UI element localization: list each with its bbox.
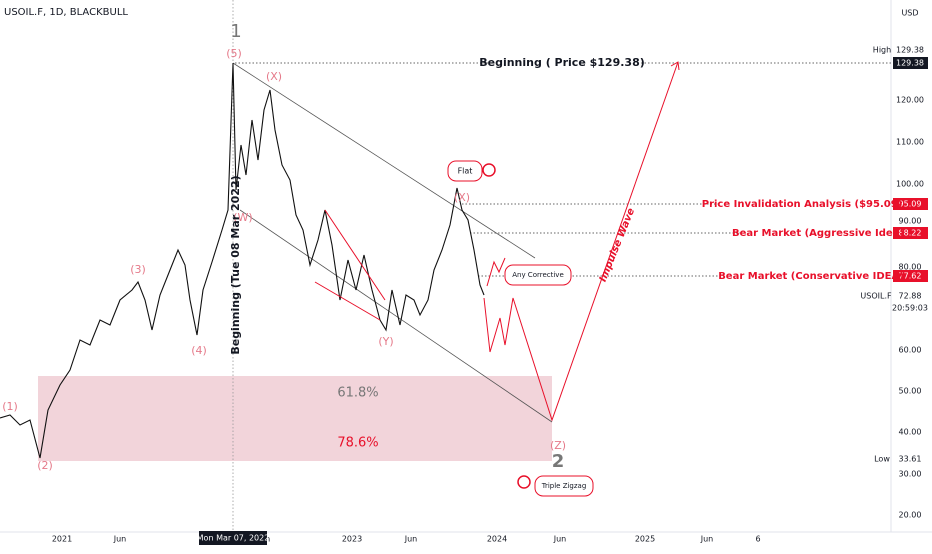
- wave: (4): [191, 344, 207, 357]
- wave: (1): [2, 400, 18, 413]
- wave: (Y): [378, 335, 393, 348]
- beginning-price: Beginning ( Price $129.38): [479, 56, 645, 69]
- wave: (3): [130, 263, 146, 276]
- bulb-icon: [517, 475, 531, 489]
- low-label: Low: [874, 455, 890, 464]
- crosshair-box: [199, 531, 267, 545]
- price-box: [893, 227, 928, 239]
- time-label: Jun: [700, 535, 714, 544]
- price-level: 30.00: [899, 470, 922, 479]
- low-value: 33.61: [899, 455, 922, 464]
- time-label: 6: [755, 535, 760, 544]
- red-projections: [314, 61, 680, 422]
- callout: [534, 475, 594, 497]
- time-label: Jun: [404, 535, 418, 544]
- wave-degree: 2: [552, 451, 565, 472]
- high-label: High: [873, 46, 891, 55]
- wave: (X): [266, 70, 282, 83]
- price-box: [893, 270, 928, 282]
- price-box-label: 95.09: [899, 200, 922, 209]
- fib-618: 61.8%: [337, 386, 378, 401]
- wave: (2): [37, 459, 53, 472]
- zigzag-label: Triple Zigzag: [541, 482, 587, 490]
- wave: (X): [454, 191, 470, 204]
- flat-label: Flat: [458, 167, 473, 176]
- label-bg: [744, 226, 890, 240]
- symbol-title: USOIL.F, 1D, BLACKBULL: [4, 7, 128, 18]
- price-level: 20.00: [899, 511, 922, 520]
- time-label: 2025: [635, 535, 655, 544]
- wave-degree: 1: [230, 21, 241, 42]
- high-value: 129.38: [896, 46, 924, 55]
- conservative-label: Bear Market (Conservative IDEA): [718, 271, 904, 282]
- price-box-label: 88.22: [899, 229, 922, 238]
- price-box: [893, 57, 928, 69]
- price-level: 120.00: [896, 96, 924, 105]
- price-levels: 120.00 110.00 100.00 90.00 80.00 60.00 50.00 40…: [896, 96, 924, 520]
- last-price: 72.88: [899, 292, 922, 301]
- wave: (5): [226, 47, 242, 60]
- time-label: 2023: [342, 535, 362, 544]
- fib-786: 78.6%: [337, 436, 378, 451]
- callout: [504, 264, 572, 286]
- countdown: 20:59:03: [892, 304, 928, 313]
- fib-zone: [38, 376, 552, 461]
- price-level: 40.00: [899, 428, 922, 437]
- callout: [447, 160, 483, 182]
- price-box: [893, 198, 928, 210]
- wave: (Z): [550, 439, 566, 452]
- label-bg: [732, 269, 890, 283]
- time-label: 2021: [52, 535, 72, 544]
- price-box-label: 129.38: [896, 59, 924, 68]
- price-level: 90.00: [899, 217, 922, 226]
- corrective-label: Any Corrective: [512, 271, 564, 279]
- price-level: 50.00: [899, 387, 922, 396]
- price-level: 110.00: [896, 138, 924, 147]
- beginning-date: Beginning (Tue 08 Mar 2022): [229, 175, 242, 354]
- bulb-icon: [482, 163, 496, 177]
- label-bg: [488, 56, 636, 70]
- channel: [232, 62, 553, 423]
- price-box-label: 77.62: [899, 272, 922, 281]
- price-line: [0, 62, 485, 459]
- aggressive-label: Bear Market (Aggressive Idea): [732, 228, 904, 239]
- label-bg: [718, 197, 888, 211]
- time-label: 2024: [487, 535, 507, 544]
- symbol-label: USOIL.F: [860, 292, 892, 301]
- invalidation-label: Price Invalidation Analysis ($95.09): [702, 199, 903, 210]
- price-level: 80.00: [899, 263, 922, 272]
- price-level: 100.00: [896, 180, 924, 189]
- price-level: 60.00: [899, 346, 922, 355]
- wave: (W): [233, 211, 252, 224]
- time-label: Jun: [113, 535, 127, 544]
- crosshair-date: Mon Mar 07, 2022: [197, 534, 270, 543]
- time-label: Jun: [553, 535, 567, 544]
- currency: USD: [901, 9, 918, 18]
